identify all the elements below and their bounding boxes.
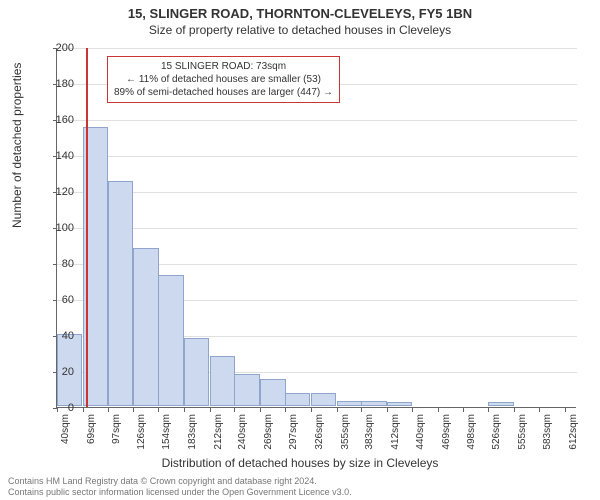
footer-line-2: Contains public sector information licen… (8, 487, 352, 498)
xtick-label: 269sqm (263, 414, 274, 450)
note-line-3: 89% of semi-detached houses are larger (… (114, 86, 333, 99)
xtick-mark (234, 408, 235, 412)
histogram-bar (337, 401, 362, 406)
grid-line (57, 156, 577, 157)
histogram-bar (260, 379, 285, 406)
ytick-label: 40 (44, 330, 74, 342)
xtick-label: 97sqm (111, 414, 122, 444)
xtick-label: 240sqm (237, 414, 248, 450)
xtick-label: 555sqm (517, 414, 528, 450)
xtick-label: 326sqm (314, 414, 325, 450)
xtick-mark (514, 408, 515, 412)
xtick-label: 212sqm (213, 414, 224, 450)
ytick-label: 120 (44, 186, 74, 198)
x-axis-label: Distribution of detached houses by size … (0, 456, 600, 470)
xtick-mark (260, 408, 261, 412)
xtick-label: 355sqm (340, 414, 351, 450)
grid-line (57, 120, 577, 121)
grid-line (57, 192, 577, 193)
xtick-mark (387, 408, 388, 412)
xtick-mark (210, 408, 211, 412)
xtick-mark (285, 408, 286, 412)
annotation-box: 15 SLINGER ROAD: 73sqm← 11% of detached … (107, 56, 340, 103)
plot-area: 40sqm69sqm97sqm126sqm154sqm183sqm212sqm2… (56, 48, 576, 408)
histogram-bar (234, 374, 259, 406)
histogram-bar (133, 248, 158, 406)
plot-box: 40sqm69sqm97sqm126sqm154sqm183sqm212sqm2… (56, 48, 576, 408)
footer-attribution: Contains HM Land Registry data © Crown c… (8, 476, 352, 498)
reference-line (86, 48, 88, 407)
xtick-label: 526sqm (491, 414, 502, 450)
xtick-mark (438, 408, 439, 412)
ytick-label: 0 (44, 402, 74, 414)
note-line-2: ← 11% of detached houses are smaller (53… (114, 73, 333, 86)
histogram-bar (108, 181, 133, 406)
histogram-bar (184, 338, 209, 406)
xtick-mark (488, 408, 489, 412)
ytick-label: 140 (44, 150, 74, 162)
chart-container: 15, SLINGER ROAD, THORNTON-CLEVELEYS, FY… (0, 0, 600, 500)
xtick-mark (184, 408, 185, 412)
xtick-mark (539, 408, 540, 412)
xtick-label: 69sqm (86, 414, 97, 444)
xtick-mark (412, 408, 413, 412)
xtick-mark (565, 408, 566, 412)
xtick-label: 583sqm (542, 414, 553, 450)
histogram-bar (488, 402, 513, 406)
xtick-mark (158, 408, 159, 412)
ytick-label: 80 (44, 258, 74, 270)
xtick-mark (361, 408, 362, 412)
chart-title: 15, SLINGER ROAD, THORNTON-CLEVELEYS, FY… (0, 0, 600, 21)
ytick-label: 100 (44, 222, 74, 234)
xtick-label: 469sqm (441, 414, 452, 450)
xtick-label: 612sqm (568, 414, 579, 450)
xtick-mark (463, 408, 464, 412)
xtick-label: 154sqm (161, 414, 172, 450)
ytick-label: 160 (44, 114, 74, 126)
grid-line (57, 48, 577, 49)
histogram-bar (285, 393, 310, 406)
xtick-label: 297sqm (288, 414, 299, 450)
y-axis-label: Number of detached properties (10, 63, 24, 228)
xtick-label: 383sqm (364, 414, 375, 450)
ytick-label: 200 (44, 42, 74, 54)
xtick-mark (133, 408, 134, 412)
ytick-label: 180 (44, 78, 74, 90)
xtick-label: 440sqm (415, 414, 426, 450)
histogram-bar (361, 401, 386, 406)
xtick-label: 126sqm (136, 414, 147, 450)
xtick-label: 183sqm (187, 414, 198, 450)
grid-line (57, 228, 577, 229)
chart-subtitle: Size of property relative to detached ho… (0, 21, 600, 37)
note-line-1: 15 SLINGER ROAD: 73sqm (114, 60, 333, 73)
xtick-label: 498sqm (466, 414, 477, 450)
histogram-bar (158, 275, 183, 406)
xtick-label: 40sqm (60, 414, 71, 444)
xtick-mark (83, 408, 84, 412)
xtick-mark (108, 408, 109, 412)
ytick-label: 60 (44, 294, 74, 306)
xtick-label: 412sqm (390, 414, 401, 450)
histogram-bar (311, 393, 336, 406)
xtick-mark (337, 408, 338, 412)
xtick-mark (311, 408, 312, 412)
footer-line-1: Contains HM Land Registry data © Crown c… (8, 476, 352, 487)
histogram-bar (387, 402, 412, 406)
ytick-label: 20 (44, 366, 74, 378)
histogram-bar (210, 356, 235, 406)
